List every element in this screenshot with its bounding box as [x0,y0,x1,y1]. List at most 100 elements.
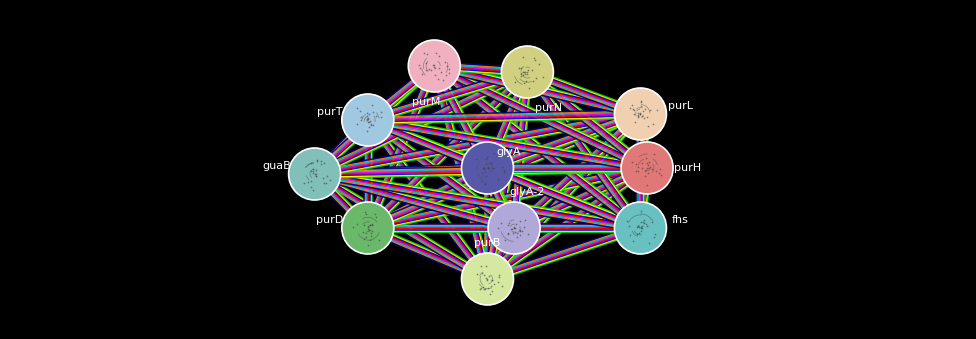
Point [639,182,655,187]
Point [527,57,543,62]
Point [640,123,656,129]
Point [642,107,658,113]
Point [349,121,365,127]
Point [439,63,455,69]
Point [508,235,524,240]
Point [512,70,528,76]
Point [365,221,381,227]
Point [490,279,506,284]
Point [630,224,646,230]
Point [513,73,529,79]
Point [630,231,645,236]
Point [358,212,374,217]
Point [493,220,508,225]
Point [305,188,321,193]
Point [632,110,648,116]
Point [308,157,324,162]
Point [468,156,483,162]
Point [359,110,375,116]
Point [641,165,657,170]
Point [638,167,654,172]
Point [633,220,649,225]
Point [511,229,527,234]
Point [349,106,365,111]
Point [521,85,537,91]
Point [360,117,376,122]
Point [500,232,515,237]
Point [512,233,528,238]
Point [509,230,525,236]
Point [474,178,490,184]
Point [361,124,377,130]
Point [639,223,655,228]
Point [629,168,644,174]
Point [301,180,316,185]
Point [635,217,651,223]
Point [626,238,641,243]
Point [531,61,547,66]
Point [628,120,643,125]
Point [508,222,524,227]
Point [512,219,528,224]
Point [623,232,638,238]
Point [476,166,492,171]
Point [349,221,365,227]
Point [473,263,489,269]
Point [501,220,516,226]
Point [526,55,542,61]
Text: guaB: guaB [263,161,291,171]
Point [492,274,508,279]
Point [516,80,532,86]
Point [441,67,457,72]
Point [360,224,376,229]
Point [632,111,648,117]
Point [525,79,541,84]
Point [360,115,376,121]
Point [360,224,376,230]
Point [645,122,661,127]
Point [639,165,655,171]
Point [434,78,450,83]
Point [634,108,650,114]
Point [652,166,668,172]
Point [412,62,427,67]
Point [642,164,658,170]
Text: purH: purH [673,163,701,173]
Point [494,165,509,170]
Point [479,277,495,283]
Point [477,286,493,292]
Point [640,162,656,167]
Point [501,222,516,227]
Point [514,55,530,60]
Point [363,230,379,235]
Point [417,51,432,56]
Text: purD: purD [316,215,344,225]
Point [497,167,512,173]
Point [508,79,523,84]
Point [363,233,379,239]
Point [474,170,490,175]
Point [484,160,500,166]
Point [508,230,523,235]
Point [477,276,493,281]
Point [313,161,329,167]
Point [413,65,428,71]
Point [485,165,501,170]
Point [623,105,638,111]
Point [520,68,536,73]
Point [486,281,502,286]
Point [363,122,379,127]
Point [309,158,325,164]
Point [371,237,386,243]
Point [653,173,669,178]
Point [636,115,652,121]
Point [365,122,381,127]
Point [480,165,496,170]
Point [442,70,458,76]
Point [305,170,321,175]
Point [476,167,492,172]
Point [635,219,651,224]
Point [649,108,665,113]
Point [477,156,493,161]
Point [519,71,535,76]
